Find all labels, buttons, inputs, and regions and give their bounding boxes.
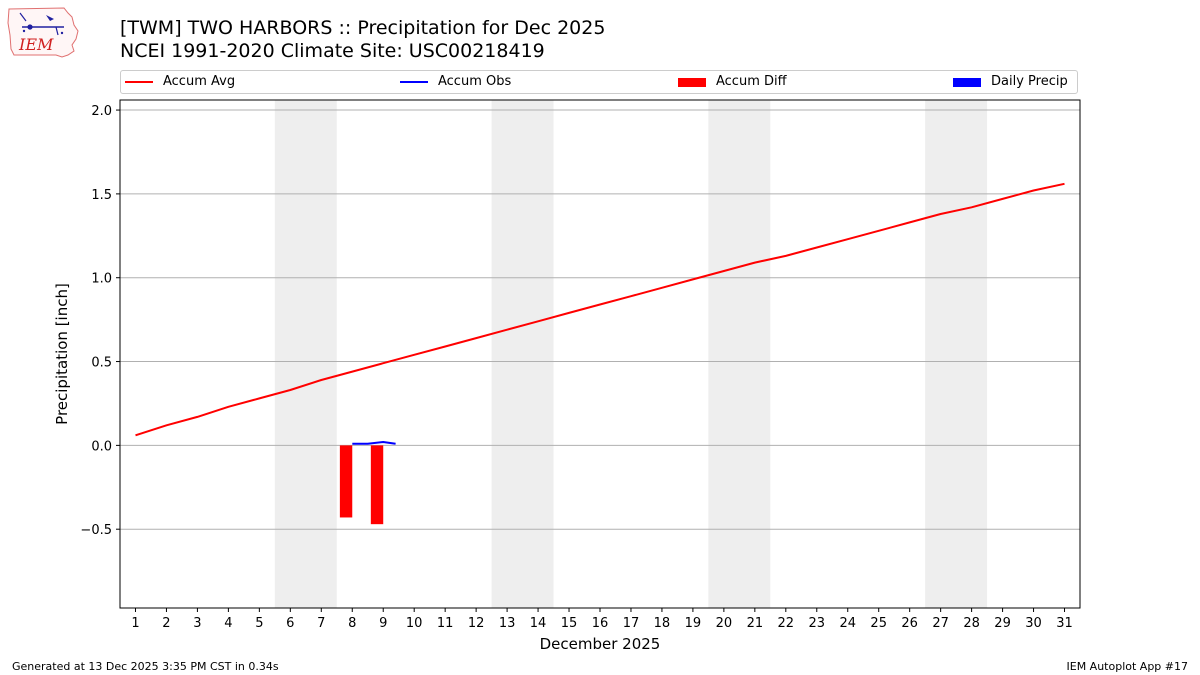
iem-logo: IEM — [7, 7, 79, 58]
x-tick-label: 5 — [255, 616, 263, 631]
x-tick-label: 9 — [379, 616, 387, 631]
legend-swatch — [400, 81, 428, 83]
x-tick-label: 7 — [317, 616, 325, 631]
x-tick-label: 2 — [162, 616, 170, 631]
x-tick-label: 29 — [994, 616, 1011, 631]
generated-timestamp: Generated at 13 Dec 2025 3:35 PM CST in … — [12, 660, 279, 673]
legend-label: Accum Avg — [163, 74, 236, 89]
y-axis-label: Precipitation [inch] — [53, 283, 71, 425]
line-accum-obs — [352, 441, 396, 445]
x-tick-label: 6 — [286, 616, 294, 631]
legend-label: Accum Diff — [716, 74, 787, 89]
y-tick-label: 1.0 — [91, 272, 112, 287]
legend-swatch — [678, 77, 706, 87]
y-tick-label: 0.5 — [91, 356, 112, 371]
y-tick-label: 1.5 — [91, 188, 112, 203]
legend-item-accum-diff: Accum Diff — [678, 74, 787, 90]
x-tick-label: 25 — [870, 616, 887, 631]
weekend-band — [925, 100, 988, 608]
y-tick-label: 0.0 — [91, 439, 112, 454]
x-axis-label: December 2025 — [540, 635, 661, 653]
bar-accum-diff — [370, 445, 384, 525]
x-tick-label: 23 — [809, 616, 826, 631]
line-accum-avg — [135, 182, 1065, 437]
chart-title: [TWM] TWO HARBORS :: Precipitation for D… — [120, 17, 606, 39]
x-tick-label: 27 — [932, 616, 949, 631]
x-tick-label: 28 — [963, 616, 980, 631]
legend-item-accum-avg: Accum Avg — [125, 74, 235, 90]
x-tick-label: 24 — [839, 616, 856, 631]
chart-subtitle: NCEI 1991-2020 Climate Site: USC00218419 — [120, 40, 545, 62]
x-tick-label: 13 — [499, 616, 516, 631]
x-tick-label: 17 — [623, 616, 640, 631]
x-tick-label: 16 — [592, 616, 609, 631]
app-credit: IEM Autoplot App #17 — [1066, 660, 1189, 673]
x-tick-label: 4 — [224, 616, 232, 631]
bar-accum-diff — [339, 445, 353, 518]
x-tick-label: 18 — [654, 616, 671, 631]
chart-legend: Accum Avg Accum Obs Accum Diff Daily Pre… — [120, 70, 1078, 94]
x-tick-label: 11 — [437, 616, 454, 631]
legend-label: Daily Precip — [991, 74, 1068, 89]
x-tick-label: 30 — [1025, 616, 1042, 631]
x-tick-label: 19 — [685, 616, 702, 631]
weekend-band — [491, 100, 554, 608]
legend-label: Accum Obs — [438, 74, 512, 89]
x-tick-label: 3 — [193, 616, 201, 631]
logo-text: IEM — [18, 35, 54, 54]
legend-item-daily-precip: Daily Precip — [953, 74, 1068, 90]
x-tick-label: 12 — [468, 616, 485, 631]
x-tick-label: 26 — [901, 616, 918, 631]
legend-swatch — [125, 81, 153, 83]
x-tick-label: 8 — [348, 616, 356, 631]
y-tick-label: −0.5 — [80, 523, 112, 538]
x-tick-label: 1 — [131, 616, 139, 631]
x-tick-label: 20 — [716, 616, 733, 631]
y-tick-label: 2.0 — [91, 104, 112, 119]
x-tick-label: 31 — [1056, 616, 1073, 631]
legend-item-accum-obs: Accum Obs — [400, 74, 511, 90]
legend-swatch — [953, 77, 981, 87]
x-tick-label: 14 — [530, 616, 547, 631]
x-tick-label: 22 — [778, 616, 795, 631]
x-tick-label: 15 — [561, 616, 578, 631]
x-tick-label: 10 — [406, 616, 423, 631]
weekend-band — [708, 100, 771, 608]
x-tick-label: 21 — [747, 616, 764, 631]
weekend-band — [274, 100, 337, 608]
